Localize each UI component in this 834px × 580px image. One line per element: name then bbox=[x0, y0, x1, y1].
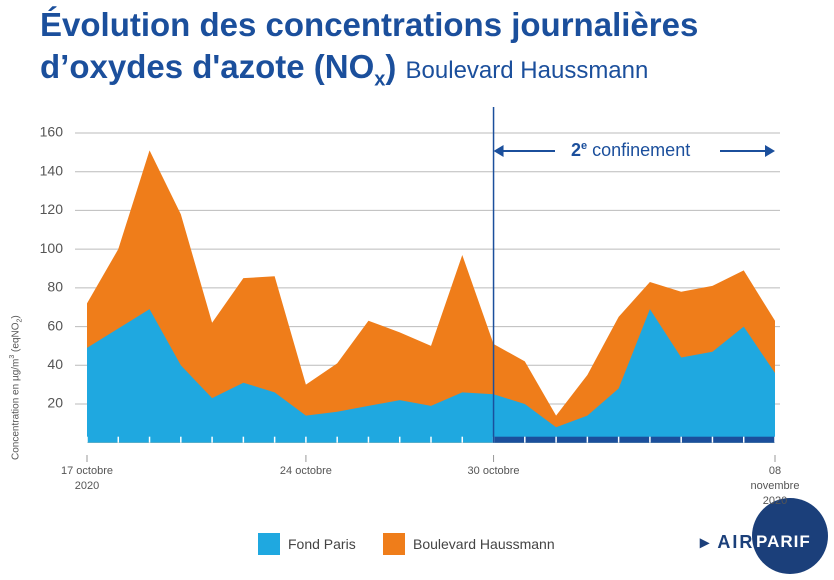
legend-swatch bbox=[383, 533, 405, 555]
subtitle: Boulevard Haussmann bbox=[405, 57, 649, 84]
annotation-part: confinement bbox=[587, 140, 691, 160]
title-part: x bbox=[374, 68, 386, 91]
y-axis-label: Concentration en µg/m3 (eqNO2) bbox=[9, 315, 23, 460]
area bbox=[87, 150, 775, 443]
period-band bbox=[493, 436, 775, 443]
y-tick-label: 20 bbox=[47, 395, 63, 411]
y-tick-label: 40 bbox=[47, 356, 63, 372]
y-tick-label: 120 bbox=[40, 201, 64, 217]
x-tick-label: 24 octobre bbox=[279, 465, 332, 477]
legend-item: Fond Paris bbox=[258, 533, 356, 555]
logo-part: PARIF bbox=[756, 532, 811, 551]
legend-swatch bbox=[258, 533, 280, 555]
y-tick-label: 160 bbox=[40, 124, 64, 140]
x-tick-label: 30 octobre bbox=[467, 465, 520, 477]
x-tick-label: 17 octobre 2020 bbox=[61, 465, 113, 492]
title-part: d’oxydes d'azote (NO bbox=[40, 48, 375, 85]
annotation-part: 2 bbox=[571, 140, 582, 160]
arrow-head bbox=[765, 145, 775, 157]
annotation: 2e confinement bbox=[571, 140, 690, 161]
legend-item: Boulevard Haussmann bbox=[383, 533, 555, 555]
y-tick-label: 140 bbox=[40, 162, 64, 178]
area bbox=[87, 309, 775, 443]
y-label-part: (eqNO bbox=[10, 322, 22, 355]
y-label-part: Concentration en µg/m bbox=[10, 358, 22, 460]
arrow-head bbox=[493, 145, 504, 157]
legend-label: Fond Paris bbox=[288, 536, 356, 552]
title-line: Évolution des concentrations journalière… bbox=[40, 6, 699, 43]
x-tick-label: 08 novembre 2020 bbox=[750, 465, 800, 507]
legend-label: Boulevard Haussmann bbox=[413, 536, 555, 552]
y-label-part: ) bbox=[10, 315, 22, 319]
y-tick-label: 100 bbox=[40, 240, 64, 256]
logo-part: AIR bbox=[717, 532, 755, 552]
title-line: d’oxydes d'azote (NOx) Boulevard Haussma… bbox=[40, 48, 648, 92]
annotation-part: e bbox=[581, 140, 588, 152]
y-tick-label: 60 bbox=[47, 317, 63, 333]
y-label-part: 2 bbox=[16, 318, 24, 323]
logo-text: ▸ AIR bbox=[700, 532, 755, 552]
title-part: ) bbox=[385, 48, 397, 85]
y-label-part: 3 bbox=[9, 354, 16, 359]
logo-circle bbox=[752, 498, 828, 574]
y-tick-label: 80 bbox=[47, 279, 63, 295]
